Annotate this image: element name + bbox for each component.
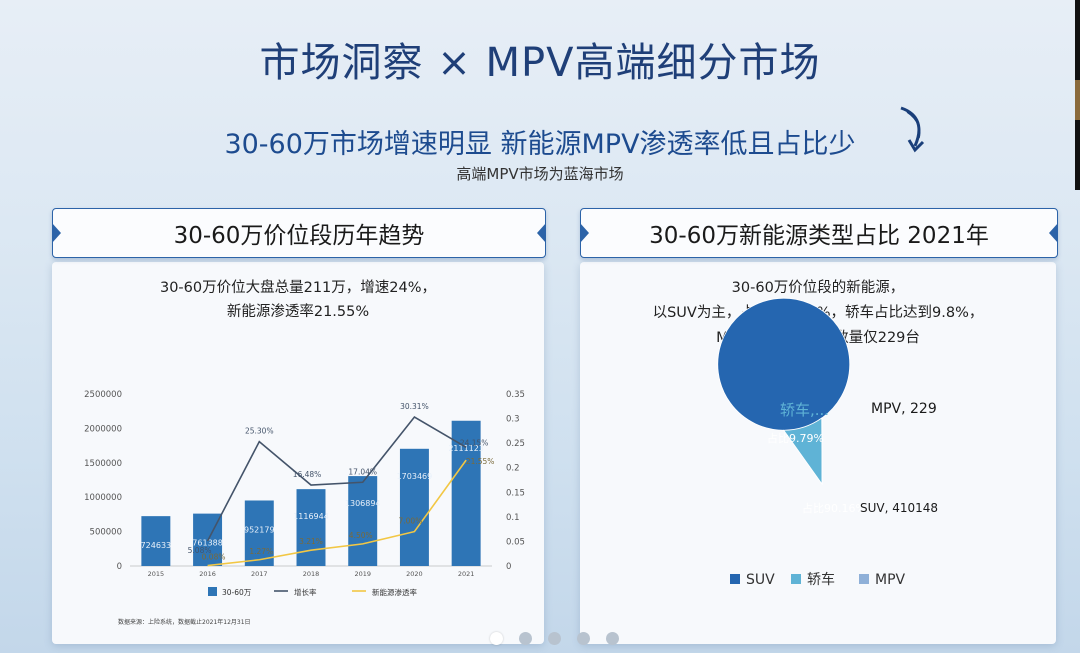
bar-value-label: 2111123	[448, 444, 484, 453]
legend-mpv-swatch	[859, 574, 869, 584]
legend-suv-label: SUV	[746, 572, 775, 588]
growth-rate-label: 30.31%	[400, 402, 429, 411]
trend-panel-title: 30-60万价位段历年趋势	[173, 223, 425, 249]
slide-title: 市场洞察 × MPV高端细分市场	[259, 40, 821, 86]
growth-rate-label: 24.15%	[460, 438, 489, 447]
edge-thumbnail	[1075, 80, 1080, 120]
y-right-tick-label: 0	[506, 562, 511, 572]
x-tick-label: 2018	[303, 570, 320, 578]
suv-pct-label: 占比90.16%	[802, 501, 866, 515]
page-dot-5[interactable]	[606, 632, 619, 645]
bar-30-60	[399, 448, 429, 566]
growth-rate-line	[206, 416, 467, 542]
bar-value-label: 1116944	[293, 512, 329, 521]
y-right-tick-label: 0.1	[506, 513, 520, 523]
nev-pie-chart: 占比90.16%SUV, 410148 占比9.79% 轿车,... MPV, 229…	[717, 297, 938, 588]
bar-value-label: 724633	[141, 541, 172, 550]
legend-bar-label: 30-60万	[222, 588, 252, 597]
bar-value-label: 1306894	[345, 499, 381, 508]
trend-panel-header: 30-60万价位段历年趋势	[52, 208, 546, 258]
trend-desc-line2: 新能源渗透率21.55%	[226, 304, 370, 320]
nev-desc-line1: 30-60万价位段的新能源，	[731, 280, 905, 296]
sedan-name-label: 轿车,...	[780, 401, 829, 419]
growth-rate-label: 17.04%	[348, 467, 377, 476]
page-dot-4[interactable]	[577, 632, 590, 645]
legend-mpv-label: MPV	[875, 572, 906, 588]
y-left-tick-label: 1000000	[84, 493, 122, 503]
bar-value-label: 1703469	[397, 472, 433, 481]
legend-growth-label: 增长率	[294, 587, 317, 597]
mpv-name-label: MPV, 229	[871, 401, 937, 417]
suv-name-label: SUV, 410148	[860, 501, 938, 515]
y-right-tick-label: 0.3	[506, 415, 520, 425]
page-dot-2[interactable]	[519, 632, 532, 645]
curved-arrow-icon	[900, 106, 925, 153]
x-tick-label: 2021	[458, 570, 475, 578]
y-right-tick-label: 0.35	[506, 390, 525, 400]
legend-sedan-swatch	[791, 574, 801, 584]
nev-penetration-line	[207, 459, 467, 567]
nev-penetration-label: 21.55%	[466, 457, 495, 466]
bar-30-60	[348, 476, 378, 566]
y-left-tick-label: 1500000	[84, 459, 122, 469]
nev-penetration-label: 7.00%	[399, 517, 423, 526]
trend-combo-chart: 0 500000 1000000 1500000 2000000 2500000 0 0.05…	[84, 390, 525, 626]
legend-suv-swatch	[730, 574, 740, 584]
nev-penetration-label: 4.50%	[349, 531, 373, 540]
x-tick-label: 2016	[199, 570, 216, 578]
y-left-tick-label: 2500000	[84, 390, 122, 400]
trend-desc-line1: 30-60万价位大盘总量211万，增速24%，	[159, 280, 437, 296]
y-right-tick-label: 0.2	[506, 464, 520, 474]
trend-panel: 30-60万价位大盘总量211万，增速24%， 新能源渗透率21.55% 0 50…	[52, 262, 544, 644]
y-right-tick-label: 0.25	[506, 439, 525, 449]
x-tick-label: 2020	[406, 570, 423, 578]
growth-rate-label: 16.48%	[293, 470, 322, 479]
growth-rate-label: 5.08%	[188, 546, 212, 555]
nev-panel-header: 30-60万新能源类型占比 2021年	[580, 208, 1058, 258]
bar-value-label: 761388	[192, 539, 223, 548]
nev-panel-title: 30-60万新能源类型占比 2021年	[649, 223, 989, 249]
y-left-tick-label: 2000000	[84, 424, 122, 434]
x-tick-label: 2017	[251, 570, 268, 578]
legend-nev-label: 新能源渗透率	[372, 587, 417, 597]
window-edge-strip	[1075, 0, 1080, 190]
bar-30-60	[296, 489, 326, 566]
data-source-note: 数据来源：上险系统，数据截止2021年12月31日	[118, 618, 251, 626]
sedan-pct-label: 占比9.79%	[767, 431, 824, 445]
page-dot-3[interactable]	[548, 632, 561, 645]
nev-penetration-label: 3.21%	[299, 537, 323, 546]
bar-30-60	[451, 420, 481, 566]
legend-sedan-label: 轿车	[807, 571, 835, 588]
slide-pagination	[490, 632, 619, 645]
y-right-tick-label: 0.05	[506, 537, 525, 547]
page-dot-1[interactable]	[490, 632, 503, 645]
slide-caption: 高端MPV市场为蓝海市场	[456, 165, 624, 183]
x-tick-label: 2015	[148, 570, 165, 578]
y-left-tick-label: 0	[117, 562, 122, 572]
growth-rate-label: 25.30%	[245, 427, 274, 436]
y-left-tick-label: 500000	[90, 528, 122, 538]
nev-penetration-label: 0.08%	[202, 553, 226, 562]
nev-share-panel: 30-60万价位段的新能源， 以SUV为主，占比达到90%，轿车占比达到9.8%…	[580, 262, 1056, 644]
nev-penetration-label: 1.27%	[249, 547, 273, 556]
y-right-tick-label: 0.15	[506, 488, 525, 498]
bar-value-label: 952179	[244, 525, 275, 534]
pie-slice-suv	[717, 297, 851, 486]
x-tick-label: 2019	[354, 570, 371, 578]
slide-subtitle: 30-60万市场增速明显 新能源MPV渗透率低且占比少	[224, 129, 856, 160]
legend-bar-swatch	[208, 587, 217, 596]
bar-30-60	[244, 500, 274, 566]
bar-30-60	[141, 516, 171, 566]
